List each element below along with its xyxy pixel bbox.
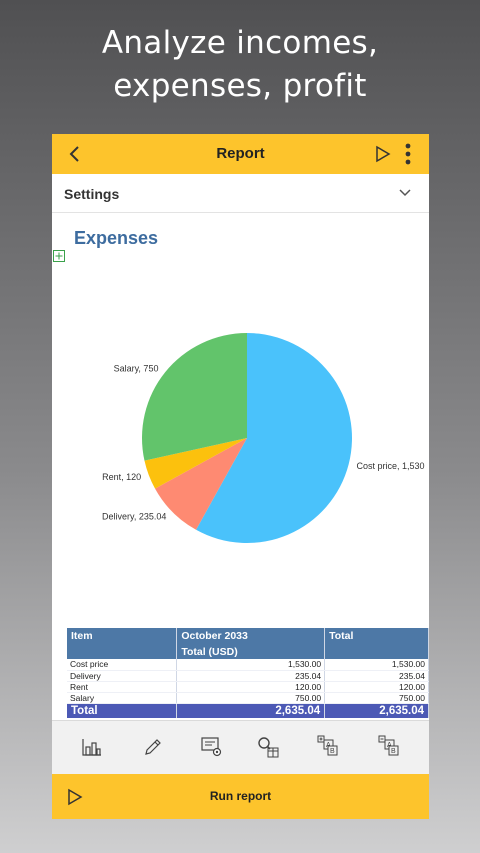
search-filter-icon[interactable] (256, 735, 280, 759)
header-period: October 2033 (176, 628, 326, 644)
headline-line-2: expenses, profit (113, 68, 367, 104)
run-report-label: Run report (209, 789, 272, 803)
play-icon (68, 788, 83, 806)
cell-item: Cost price (67, 659, 178, 671)
settings-gear-icon[interactable] (200, 735, 224, 759)
table-header-row: Item October 2033 Total (67, 628, 429, 644)
edit-pencil-icon[interactable] (141, 735, 165, 759)
pie-slice-cost-price (196, 333, 353, 543)
pie-slice-rent (144, 438, 247, 489)
cell-total: 235.04 (324, 670, 429, 682)
svg-text:B: B (330, 748, 335, 755)
run-report-button[interactable]: Run report (52, 774, 429, 819)
table-row: Delivery 235.04 235.04 (67, 670, 429, 682)
report-title: Expenses (74, 228, 159, 248)
run-play-icon[interactable] (374, 144, 392, 164)
total-label: Total (67, 703, 178, 718)
cell-item: Salary (67, 692, 178, 704)
cell-item: Rent (67, 681, 178, 693)
table-row: Cost price 1,530.00 1,530.00 (67, 659, 429, 671)
cell-item: Delivery (67, 670, 178, 682)
total-total: 2,635.04 (324, 703, 429, 718)
pie-label-rent: Rent, 120 (102, 472, 141, 482)
cell-period: 1,530.00 (176, 659, 326, 671)
report-table: Item October 2033 Total Total (USD) Cost… (67, 628, 429, 718)
table-row: Rent 120.00 120.00 (67, 681, 429, 693)
pie-label-cost-price: Cost price, 1,530 (356, 461, 424, 471)
expenses-pie-chart: Cost price, 1,530 Delivery, 235.04 Rent, 1… (102, 333, 425, 543)
pie-slice-salary (142, 333, 247, 461)
cell-period: 120.00 (176, 681, 326, 693)
promo-headline: Analyze incomes, expenses, profit (0, 22, 480, 108)
pie-label-salary: Salary, 750 (114, 363, 159, 373)
expand-plus-icon[interactable] (53, 250, 65, 262)
headline-line-1: Analyze incomes, (101, 25, 379, 61)
settings-label: Settings (64, 186, 120, 202)
header-item: Item (67, 628, 178, 644)
collapse-all-icon[interactable]: A B (378, 735, 402, 759)
bottom-toolbar: A B A B (52, 720, 429, 774)
screen-title: Report (216, 145, 265, 162)
expand-all-icon[interactable]: A B (317, 735, 341, 759)
pie-slice-delivery (155, 438, 247, 530)
chevron-down-icon[interactable] (398, 187, 412, 199)
header-total: Total (324, 628, 429, 644)
back-arrow-icon[interactable] (66, 143, 84, 165)
cell-period: 750.00 (176, 692, 326, 704)
pie-label-delivery: Delivery, 235.04 (102, 511, 166, 521)
table-row: Salary 750.00 750.00 (67, 692, 429, 704)
table-subheader-row: Total (USD) (67, 644, 429, 659)
cell-period: 235.04 (176, 670, 326, 682)
total-period: 2,635.04 (176, 703, 326, 718)
chart-type-icon[interactable] (80, 735, 104, 759)
cell-total: 1,530.00 (324, 659, 429, 671)
cell-total: 120.00 (324, 681, 429, 693)
table-total-row: Total 2,635.04 2,635.04 (67, 703, 429, 718)
subheader-total-usd: Total (USD) (176, 644, 326, 659)
more-options-icon[interactable] (402, 142, 414, 166)
app-bar: Report (52, 134, 429, 174)
cell-total: 750.00 (324, 692, 429, 704)
phone-screen: Report Settings Expenses Cost price, 1,5… (52, 134, 429, 819)
settings-section[interactable]: Settings (52, 174, 429, 213)
svg-text:B: B (391, 748, 396, 755)
